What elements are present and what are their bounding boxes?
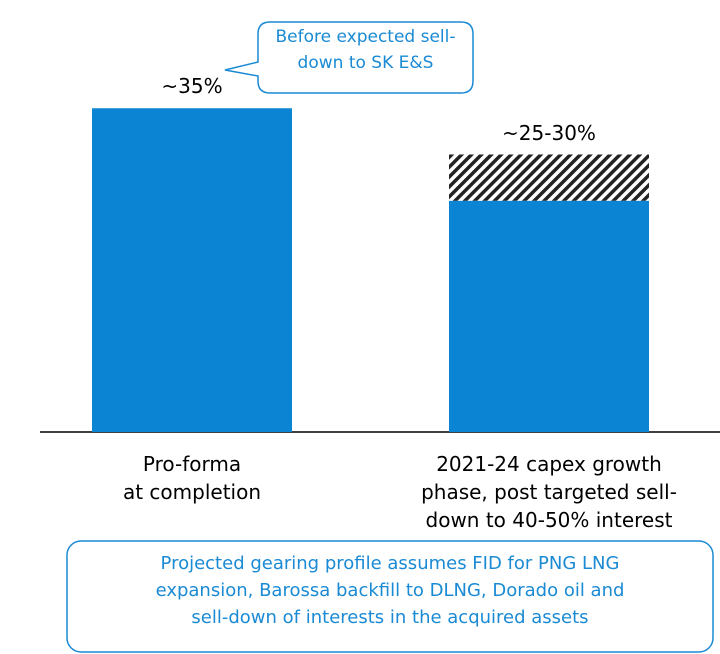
- bar-segment: [449, 154, 649, 201]
- x-tick-label: 2021-24 capex growth phase, post targete…: [421, 452, 677, 532]
- bar-segment: [449, 200, 649, 432]
- callout-box: [224, 21, 474, 94]
- x-tick-label: Pro-forma at completion: [122, 452, 262, 504]
- value-label: ~35%: [161, 74, 223, 99]
- bar-segment: [92, 108, 292, 432]
- note-text: Projected gearing profile assumes FID fo…: [155, 553, 625, 628]
- callout-text: Before expected sell- down to SK E&S: [275, 27, 456, 73]
- note-box: [66, 540, 714, 653]
- value-label: ~25-30%: [502, 120, 596, 145]
